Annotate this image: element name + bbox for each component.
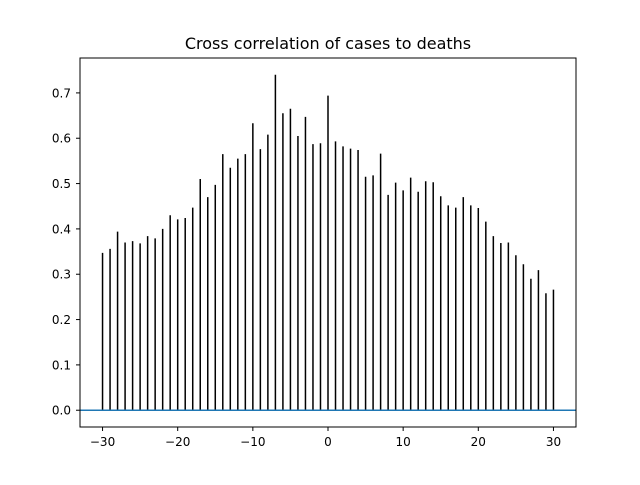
plot-frame bbox=[79, 57, 577, 428]
x-tick-label: 20 bbox=[471, 435, 486, 449]
x-tick-label: −20 bbox=[165, 435, 190, 449]
x-tick-label: −30 bbox=[90, 435, 115, 449]
y-tick-label: 0.2 bbox=[52, 313, 71, 327]
y-tick-label: 0.3 bbox=[52, 268, 71, 282]
y-tick-label: 0.4 bbox=[52, 222, 71, 236]
stem-lines bbox=[101, 74, 555, 411]
x-tick-label: −10 bbox=[240, 435, 265, 449]
x-tick-label: 10 bbox=[396, 435, 411, 449]
y-tick-label: 0.6 bbox=[52, 132, 71, 146]
chart-title: Cross correlation of cases to deaths bbox=[185, 34, 471, 53]
y-tick-label: 0.7 bbox=[52, 86, 71, 100]
y-tick-label: 0.0 bbox=[52, 404, 71, 418]
y-tick-label: 0.1 bbox=[52, 358, 71, 372]
y-tick-label: 0.5 bbox=[52, 177, 71, 191]
x-tick-label: 30 bbox=[546, 435, 561, 449]
axis-ticks: −30 −20 −10 0 10 20 30 0.0 0.1 0.2 0.3 0.4 0.5 0.6 0.7 bbox=[52, 86, 561, 449]
x-tick-label: 0 bbox=[324, 435, 332, 449]
